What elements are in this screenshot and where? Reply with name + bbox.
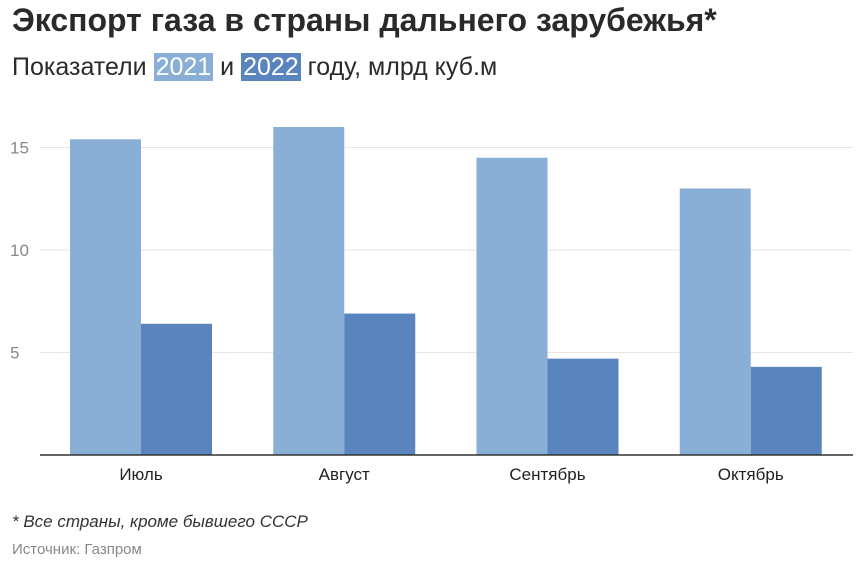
- bars-layer: [70, 127, 822, 456]
- bar-chart: 5 10 15 Июль Август Сентябрь Октябрь: [10, 127, 853, 485]
- y-tick-label-5: 5: [10, 344, 19, 363]
- chart-subtitle: Показатели 2021 и 2022 году, млрд куб.м: [12, 53, 497, 82]
- chart-title: Экспорт газа в страны дальнего зарубежья…: [12, 2, 717, 38]
- subtitle-prefix: Показатели: [12, 53, 147, 81]
- bar-2021-0: [70, 139, 141, 456]
- labels-layer: 5 10 15 Июль Август Сентябрь Октябрь: [10, 139, 784, 485]
- legend-2021: 2021: [153, 53, 214, 81]
- subtitle-and: и: [220, 53, 235, 81]
- bar-2022-3: [750, 366, 822, 455]
- bar-2021-2: [476, 157, 548, 455]
- footnote: * Все страны, кроме бывшего СССР: [12, 512, 308, 531]
- y-tick-label-15: 15: [10, 139, 29, 158]
- x-tick-label-3: Октябрь: [718, 465, 784, 484]
- bar-2022-0: [141, 323, 212, 455]
- x-tick-label-1: Август: [319, 465, 370, 484]
- bar-2022-2: [547, 358, 619, 455]
- bar-2022-1: [344, 313, 416, 455]
- bar-2021-3: [679, 188, 751, 455]
- source-note: Источник: Газпром: [12, 541, 142, 558]
- x-tick-label-0: Июль: [119, 465, 163, 484]
- y-tick-label-10: 10: [10, 241, 29, 260]
- subtitle-suffix: году, млрд куб.м: [307, 53, 498, 81]
- bar-2021-1: [273, 127, 345, 455]
- x-tick-label-2: Сентябрь: [509, 465, 585, 484]
- legend-2022: 2022: [241, 53, 301, 81]
